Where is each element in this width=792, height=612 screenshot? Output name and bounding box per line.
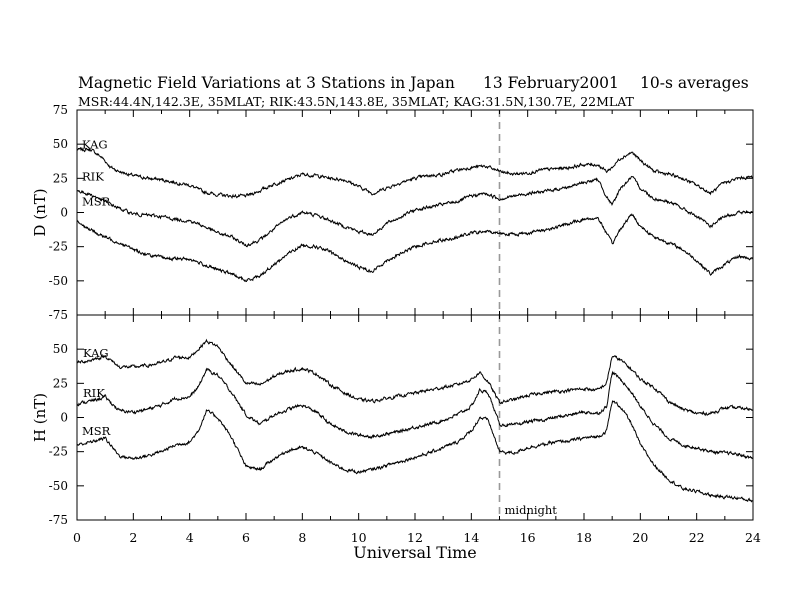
bottom-panel-series-rik: [76, 367, 753, 460]
bottom-panel-series-label-rik: RIK: [83, 386, 105, 400]
top-panel-series-label-msr: MSR: [82, 195, 111, 209]
top-panel-frame: [76, 109, 754, 316]
top-panel-ytick-label: 75: [53, 103, 68, 117]
x-tick-label: 24: [745, 530, 761, 545]
x-axis-label: Universal Time: [353, 543, 476, 562]
top-panel-ylabel: D (nT): [31, 188, 49, 236]
top-panel-series-label-kag: KAG: [82, 138, 108, 152]
bottom-panel-ytick-label: 25: [53, 376, 68, 390]
text-layer: 75 50 25 0 -25 -50 -75 D (nT) KAG RIK MSR 50 25 0 -25 -…: [31, 103, 761, 562]
top-panel-series-msr: [76, 213, 754, 283]
x-tick-label: 2: [129, 530, 137, 545]
x-tick-label: 12: [407, 530, 423, 545]
midnight-label: midnight: [505, 503, 558, 517]
bottom-panel-frame: [76, 314, 754, 521]
bottom-panel-ylabel: H (nT): [31, 393, 49, 442]
title-date: 13 February2001: [483, 74, 619, 92]
top-panel-ytick-label: -25: [49, 240, 68, 254]
bottom-panel-series-kag: [76, 338, 754, 417]
x-tick-label: 10: [351, 530, 367, 545]
bottom-panel-series-label-kag: KAG: [83, 346, 109, 360]
x-tick-label: 18: [576, 530, 592, 545]
x-tick-label: 14: [463, 530, 479, 545]
top-panel-ytick-label: 25: [53, 171, 68, 185]
x-tick-label: 4: [186, 530, 194, 545]
top-panel-ytick-label: -75: [49, 308, 68, 322]
bottom-panel-series-msr: [76, 399, 753, 503]
x-tick-label: 20: [632, 530, 648, 545]
x-tick-label: 0: [73, 530, 81, 545]
top-panel-ytick-label: -50: [49, 274, 68, 288]
top-panel-series-label-rik: RIK: [82, 170, 104, 184]
top-panel-series-kag: [76, 146, 754, 200]
x-tick-label: 6: [242, 530, 250, 545]
x-tick-label: 16: [520, 530, 536, 545]
axes-layer: [76, 109, 754, 521]
bottom-panel-ytick-label: -50: [49, 479, 68, 493]
x-tick-label: 22: [689, 530, 705, 545]
bottom-panel-ytick-label: 0: [60, 411, 68, 425]
bottom-panel-series-label-msr: MSR: [82, 424, 111, 438]
series-layer: [76, 110, 754, 520]
top-panel-ytick-label: 50: [53, 137, 68, 151]
bottom-panel-ytick-label: -25: [49, 445, 68, 459]
title-averaging: 10-s averages: [640, 74, 749, 92]
top-panel-ytick-label: 0: [60, 206, 68, 220]
x-tick-label: 8: [298, 530, 306, 545]
bottom-panel-ytick-label: 50: [53, 342, 68, 356]
title-text: Magnetic Field Variations at 3 Stations …: [78, 74, 455, 92]
station-coordinates: MSR:44.4N,142.3E, 35MLAT; RIK:43.5N,143.…: [78, 94, 634, 109]
bottom-panel-ytick-label: -75: [49, 513, 68, 527]
top-panel-series-rik: [76, 175, 754, 248]
